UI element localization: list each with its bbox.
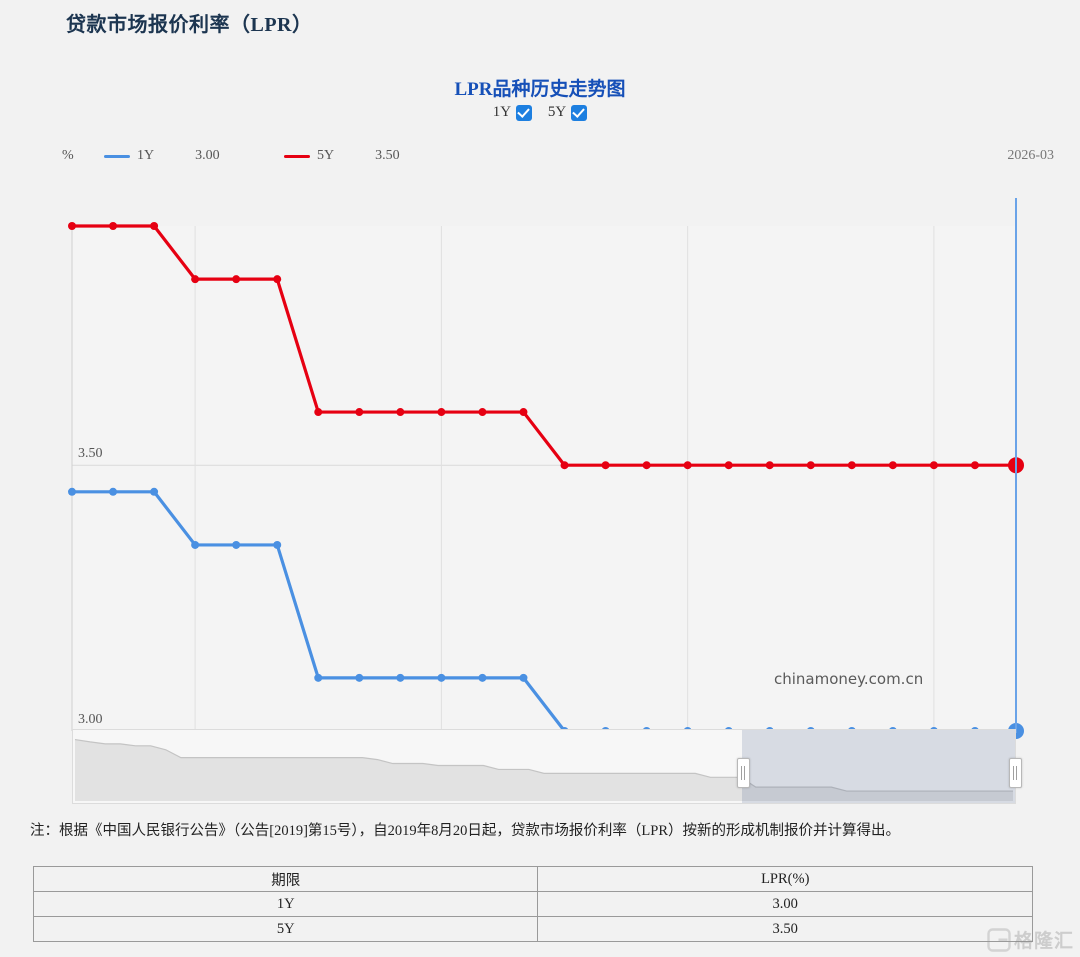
table-cell-lpr: 3.00 — [537, 891, 1033, 917]
series-point-1y — [68, 487, 76, 496]
series-point-5y — [109, 222, 118, 230]
datazoom-handle-right[interactable] — [1009, 758, 1022, 788]
series-toggle-1y-label: 1Y — [492, 104, 512, 120]
series-point-5y — [970, 461, 979, 470]
site-watermark: 格隆汇 — [987, 926, 1074, 953]
series-point-5y — [888, 461, 897, 470]
datazoom-preview-chart — [74, 738, 1013, 801]
series-point-5y — [929, 461, 938, 470]
series-point-1y — [150, 487, 159, 496]
table-row: 1Y 3.00 — [32, 891, 1033, 917]
table-header-term: 期限 — [32, 866, 539, 892]
series-toggle-group: 1Y 5Y — [0, 104, 1080, 121]
series-point-1y — [232, 540, 241, 549]
series-toggle-1y[interactable]: 1Y — [492, 104, 533, 121]
series-point-5y — [232, 275, 241, 284]
legend-swatch-5y-icon — [284, 154, 310, 158]
table-header-row: 期限 LPR(%) — [32, 866, 1033, 892]
series-point-1y — [109, 487, 118, 496]
site-watermark-text: 格隆汇 — [1013, 931, 1074, 952]
table-cell-term: 1Y — [32, 891, 539, 917]
series-point-1y — [519, 673, 528, 682]
datazoom-selected-window[interactable] — [741, 730, 1015, 803]
series-point-5y — [437, 408, 446, 417]
chinamoney-watermark: chinamoney.com.cn — [774, 670, 924, 688]
chart-legend: % 1Y 3.00 5Y 3.50 2026-03 — [62, 146, 1062, 168]
table-row: 5Y 3.50 — [32, 916, 1033, 942]
series-point-5y — [150, 222, 159, 230]
series-line-5y — [70, 224, 1018, 467]
y-axis-tick-label: 3.00 — [78, 712, 103, 727]
series-point-5y — [355, 408, 364, 417]
axis-unit-label: % — [62, 148, 74, 163]
series-toggle-5y[interactable]: 5Y — [547, 104, 588, 121]
series-point-1y — [396, 673, 405, 682]
y-axis-tick-label: 3.50 — [78, 446, 103, 461]
legend-item-5y[interactable]: 5Y 3.50 — [284, 148, 400, 164]
legend-value-1y: 3.00 — [195, 148, 220, 163]
lpr-chart-card: LPR品种历史走势图 1Y 5Y % 1Y 3.00 5Y 3.50 2026-… — [0, 46, 1080, 816]
series-point-5y — [519, 408, 528, 417]
page-title: 贷款市场报价利率（LPR） — [66, 14, 313, 36]
gelonghui-logo-icon — [987, 927, 1011, 952]
checkbox-1y-icon[interactable] — [516, 104, 533, 121]
series-point-1y — [355, 673, 364, 682]
datazoom-area — [75, 739, 1013, 801]
series-point-5y — [314, 408, 323, 417]
legend-swatch-1y-icon — [104, 154, 130, 158]
lpr-summary-table: 期限 LPR(%) 1Y 3.00 5Y 3.50 — [32, 866, 1033, 942]
series-point-5y — [806, 461, 815, 470]
checkbox-5y-icon[interactable] — [571, 104, 588, 121]
table-cell-lpr: 3.50 — [537, 916, 1033, 942]
legend-current-date: 2026-03 — [1007, 148, 1054, 163]
series-point-5y — [847, 461, 856, 470]
series-point-5y — [273, 275, 282, 284]
series-point-1y — [478, 673, 487, 682]
series-point-5y — [642, 461, 651, 470]
series-point-5y — [560, 461, 569, 470]
series-point-5y — [765, 461, 774, 470]
series-point-1y — [273, 540, 282, 549]
series-point-5y — [478, 408, 487, 417]
series-point-1y — [314, 673, 323, 682]
datazoom-line — [74, 738, 1013, 792]
legend-item-1y[interactable]: 1Y 3.00 — [104, 148, 220, 164]
series-point-5y — [191, 275, 200, 284]
legend-value-5y: 3.50 — [375, 148, 400, 163]
legend-label-5y: 5Y — [317, 148, 335, 163]
series-point-5y — [683, 461, 692, 470]
series-point-1y — [191, 540, 200, 549]
chart-title: LPR品种历史走势图 — [454, 79, 626, 100]
chart-note: 注：根据《中国人民银行公告》（公告[2019]第15号），自2019年8月20日… — [30, 823, 900, 839]
legend-label-1y: 1Y — [137, 148, 155, 163]
series-point-5y — [724, 461, 733, 470]
series-point-5y — [68, 222, 76, 230]
series-point-1y — [437, 673, 446, 682]
datazoom-handle-left[interactable] — [736, 758, 750, 788]
chart-datazoom-slider[interactable] — [72, 729, 1022, 804]
table-cell-term: 5Y — [32, 916, 539, 942]
series-point-5y — [396, 408, 405, 417]
series-point-5y — [601, 461, 610, 470]
series-toggle-5y-label: 5Y — [547, 104, 567, 120]
chart-plot-area[interactable]: 3.003.502024-072025-012025-072026-01 chi… — [0, 174, 1080, 757]
table-header-lpr: LPR(%) — [537, 866, 1033, 892]
chart-svg[interactable]: 3.003.502024-072025-012025-072026-01 — [0, 174, 1080, 757]
plot-background — [72, 226, 1016, 731]
